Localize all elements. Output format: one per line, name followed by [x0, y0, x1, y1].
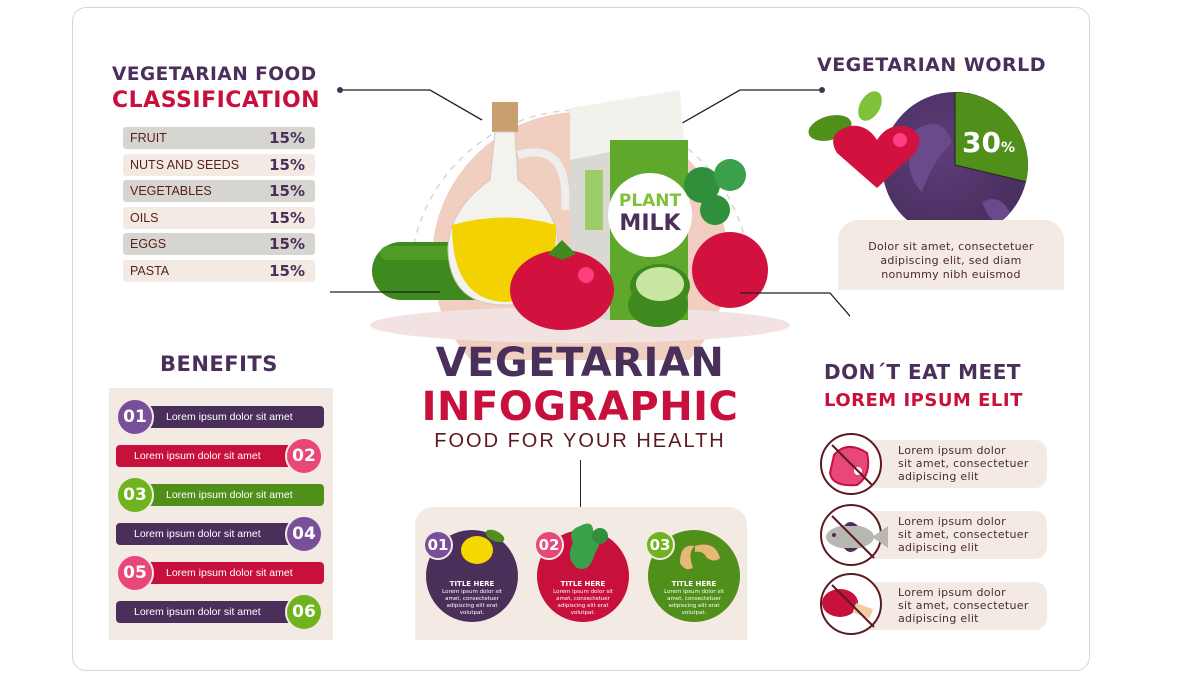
benefit-item: Lorem ipsum dolor sit amet [128, 562, 324, 584]
row-value: 15% [269, 209, 305, 227]
beet-icon [692, 232, 768, 308]
circle-number: 03 [645, 530, 675, 560]
row-value: 15% [269, 129, 305, 147]
main-title-line2: INFOGRAPHIC [421, 384, 739, 430]
main-title: VEGETARIAN [435, 340, 725, 386]
row-value: 15% [269, 235, 305, 253]
benefits-title: BENEFITS [160, 352, 278, 376]
globe-icon [882, 92, 1028, 238]
benefit-item: Lorem ipsum dolor sit amet [128, 406, 324, 428]
row-label: NUTS AND SEEDS [130, 158, 240, 172]
classification-row: NUTS AND SEEDS 15% [123, 154, 315, 176]
world-title: VEGETARIAN WORLD [817, 54, 1046, 76]
world-percent: 30% [962, 126, 1015, 159]
cashew-icon [680, 544, 720, 570]
circle-title: TITLE HERE [449, 580, 495, 588]
circle-number: 01 [423, 530, 453, 560]
classification-title: VEGETARIAN FOOD [112, 64, 317, 85]
percent-sign: % [1000, 140, 1015, 156]
no-meat-card: Lorem ipsum dolor sit amet, consectetuer… [850, 511, 1047, 559]
benefit-number: 06 [285, 593, 323, 631]
row-value: 15% [269, 156, 305, 174]
benefit-text: Lorem ipsum dolor sit amet [134, 528, 261, 540]
benefit-number: 03 [116, 476, 154, 514]
tomato-icon [510, 250, 614, 330]
benefit-text: Lorem ipsum dolor sit amet [166, 567, 293, 579]
benefit-text: Lorem ipsum dolor sit amet [166, 489, 293, 501]
circle-title: TITLE HERE [671, 580, 717, 588]
benefit-item: Lorem ipsum dolor sit amet [116, 523, 312, 545]
benefit-item: Lorem ipsum dolor sit amet [116, 445, 312, 467]
benefit-number: 02 [285, 437, 323, 475]
no-meat-subtitle: LOREM IPSUM ELIT [824, 390, 1023, 411]
benefit-number: 04 [285, 515, 323, 553]
note-line: adipiscing elit, sed diam [880, 254, 1022, 267]
card-line: adipiscing elit [898, 612, 979, 625]
lettuce-icon [569, 523, 608, 569]
benefit-number: 01 [116, 398, 154, 436]
benefit-item: Lorem ipsum dolor sit amet [128, 484, 324, 506]
benefit-text: Lorem ipsum dolor sit amet [134, 606, 261, 618]
circle-text: Lorem ipsum dolor sit amet, consectetuer… [553, 589, 613, 616]
main-subtitle: FOOD FOR YOUR HEALTH [434, 430, 726, 452]
no-steak-icon [820, 433, 882, 495]
note-line: nonummy nibh euismod [881, 268, 1021, 281]
circle-text: Lorem ipsum dolor sit amet, consectetuer… [664, 589, 724, 616]
card-line: sit amet, consectetuer [898, 528, 1029, 541]
row-label: PASTA [130, 264, 170, 278]
world-note: Dolor sit amet, consectetuer adipiscing … [838, 220, 1064, 290]
lemon-icon [461, 529, 505, 564]
circle-title: TITLE HERE [560, 580, 606, 588]
benefit-text: Lorem ipsum dolor sit amet [166, 411, 293, 423]
classification-row: FRUIT 15% [123, 127, 315, 149]
no-chicken-leg-icon [820, 573, 882, 635]
milk-label-milk: MILK [619, 211, 681, 236]
row-label: VEGETABLES [130, 184, 212, 198]
connector-line [580, 460, 582, 514]
percent-value: 30 [962, 126, 1001, 159]
card-line: adipiscing elit [898, 541, 979, 554]
heart-apple-icon [808, 91, 920, 188]
classification-row: PASTA 15% [123, 260, 315, 282]
benefit-number: 05 [116, 554, 154, 592]
card-line: Lorem ipsum dolor [898, 515, 1006, 528]
card-line: sit amet, consectetuer [898, 457, 1029, 470]
hero-illustration: PLANT MILK [330, 87, 850, 360]
card-line: sit amet, consectetuer [898, 599, 1029, 612]
no-meat-title: DON´T EAT MEET [824, 360, 1022, 384]
card-line: Lorem ipsum dolor [898, 444, 1006, 457]
milk-label-plant: PLANT [619, 191, 682, 211]
no-meat-card: Lorem ipsum dolor sit amet, consectetuer… [850, 582, 1047, 630]
card-line: adipiscing elit [898, 470, 979, 483]
row-value: 15% [269, 262, 305, 280]
benefit-item: Lorem ipsum dolor sit amet [116, 601, 312, 623]
circle-text: Lorem ipsum dolor sit amet, consectetuer… [442, 589, 502, 616]
classification-row: VEGETABLES 15% [123, 180, 315, 202]
cucumber-slices-icon [628, 264, 690, 327]
benefit-text: Lorem ipsum dolor sit amet [134, 450, 261, 462]
row-value: 15% [269, 182, 305, 200]
row-label: EGGS [130, 237, 167, 251]
classification-row: EGGS 15% [123, 233, 315, 255]
row-label: FRUIT [130, 131, 167, 145]
card-line: Lorem ipsum dolor [898, 586, 1006, 599]
no-fish-icon [820, 504, 888, 566]
note-line: Dolor sit amet, consectetuer [868, 240, 1034, 253]
circle-number: 02 [534, 530, 564, 560]
no-meat-card: Lorem ipsum dolor sit amet, consectetuer… [850, 440, 1047, 488]
classification-row: OILS 15% [123, 207, 315, 229]
classification-subtitle: CLASSIFICATION [112, 88, 321, 113]
row-label: OILS [130, 211, 159, 225]
